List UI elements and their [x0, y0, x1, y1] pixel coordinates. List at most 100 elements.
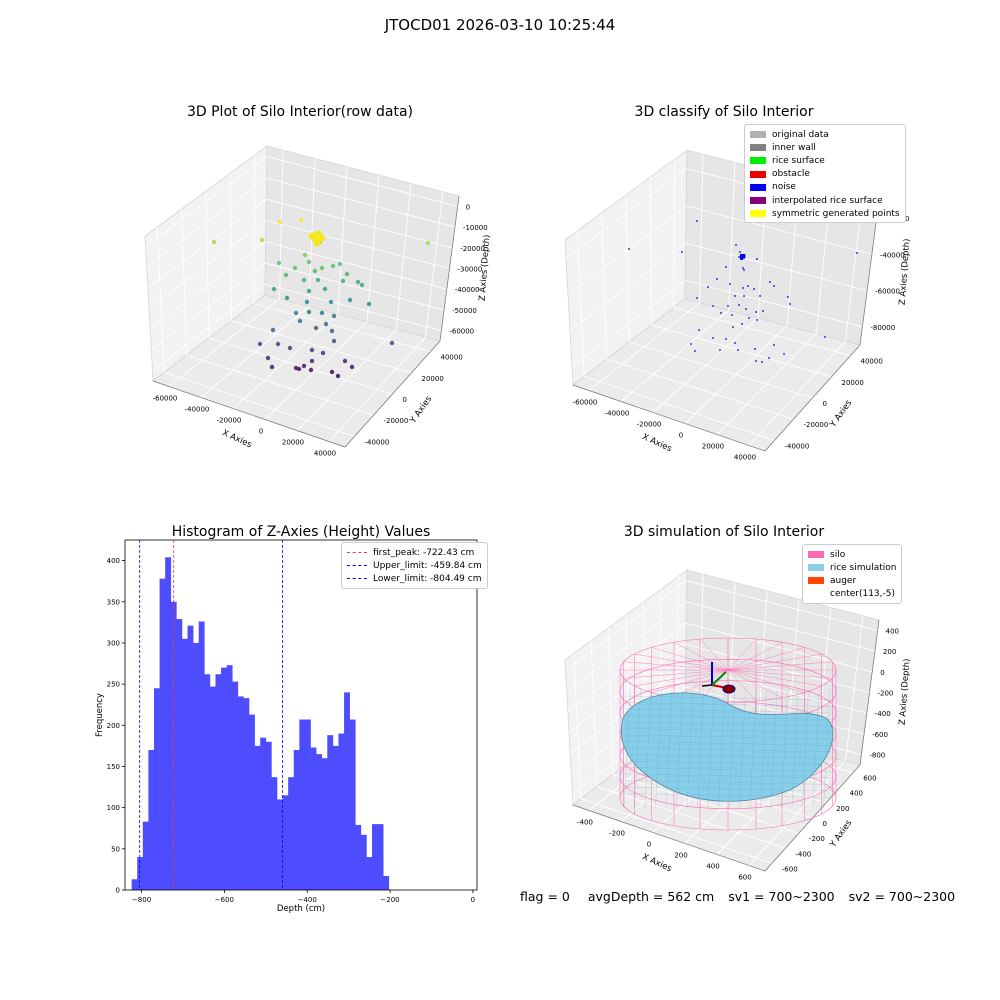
raw-data-point — [329, 369, 335, 375]
histogram-bar — [321, 758, 328, 890]
noise-point — [737, 349, 739, 351]
auger-axis-y — [711, 671, 727, 686]
noise-point — [745, 308, 747, 310]
histogram-bar — [282, 795, 289, 890]
noise-point — [742, 267, 744, 269]
noise-point — [696, 297, 698, 299]
panel4-zgrid — [567, 622, 687, 713]
legend-entry: Lower_limit: -804.49 cm — [347, 572, 482, 585]
histogram-ytick-label: 0 — [116, 887, 120, 895]
histogram-bar — [221, 667, 227, 890]
noise-point — [719, 349, 721, 351]
silo-roof-spoke — [727, 642, 783, 671]
legend-entry: symmetric generated points — [750, 207, 900, 220]
noise-point — [743, 295, 745, 297]
legend-entry: noise — [750, 181, 900, 194]
legend-label: first_peak: -722.43 cm — [373, 547, 475, 558]
legend-entry: silo — [808, 548, 896, 561]
rice-mesh-line — [625, 728, 835, 733]
raw-data-point — [389, 340, 395, 346]
legend-swatch — [808, 551, 824, 559]
panel1-zgrid — [265, 283, 442, 332]
panel4-xtick-label: 0 — [647, 841, 651, 849]
legend-swatch — [750, 197, 766, 205]
panel4-xlabel: X Axies — [641, 852, 674, 875]
panel1-ytick-label: -20000 — [384, 417, 409, 425]
panel2-ygrid — [584, 375, 775, 441]
raw-data-point — [301, 363, 307, 369]
raw-data-point — [355, 279, 361, 285]
noise-point — [753, 288, 755, 290]
legend-entry: interpolated rice surface — [750, 194, 900, 207]
legend-swatch — [750, 144, 766, 152]
raw-data-point — [340, 278, 346, 284]
rice-edge — [619, 690, 637, 754]
panel2-xtick-label: 20000 — [702, 443, 724, 451]
noise-point — [747, 285, 749, 287]
noise-point — [761, 361, 763, 363]
rice-mesh-line — [823, 689, 830, 809]
silo-roof-spoke — [651, 669, 729, 693]
histogram-ytick-label: 200 — [107, 722, 120, 730]
raw-data-point — [425, 240, 431, 246]
rice-mesh-line — [655, 689, 662, 809]
rice-mesh-line — [812, 689, 820, 809]
raw-data-point — [298, 217, 304, 223]
raw-data-point — [275, 341, 281, 347]
noise-point — [734, 295, 736, 297]
panel1-xtick-label: 0 — [259, 428, 263, 436]
panel1-title: 3D Plot of Silo Interior(row data) — [186, 104, 414, 120]
auger-axis-neg — [701, 684, 713, 687]
noise-point — [738, 304, 740, 306]
raw-data-point — [283, 272, 289, 278]
panel4-zgrid — [686, 580, 878, 631]
rice-mesh-line — [802, 689, 809, 809]
histogram-bar — [327, 735, 334, 890]
noise-point — [743, 269, 745, 271]
panel1-xtick-label: -40000 — [185, 406, 210, 414]
noise-point — [698, 329, 700, 331]
legend-label: Lower_limit: -804.49 cm — [373, 573, 482, 584]
histogram-bar — [372, 824, 378, 890]
legend-swatch — [750, 183, 766, 191]
panel4-ztick-label: -800 — [869, 752, 885, 760]
panel1-ztick-label: -30000 — [458, 266, 483, 274]
panel4-ztick-label: -600 — [872, 731, 888, 739]
panel4-ztick-label: 0 — [880, 669, 884, 677]
legend-label: rice surface — [772, 155, 825, 166]
histogram-bar — [310, 747, 317, 890]
noise-point — [756, 258, 758, 260]
histogram-xtick-label: 0 — [471, 896, 475, 904]
panel1-zgrid — [265, 262, 445, 311]
panel1-zgrid — [146, 177, 267, 268]
noise-point — [729, 283, 731, 285]
panel2-ygrid — [673, 158, 676, 308]
noise-point — [712, 337, 714, 339]
histogram-bar — [142, 821, 149, 890]
histogram-bar — [265, 741, 272, 890]
panel2-zgrid — [686, 205, 872, 255]
histogram-bar — [260, 737, 267, 890]
rice-mesh-line — [728, 689, 736, 809]
noise-point — [739, 251, 741, 253]
legend-entry: first_peak: -722.43 cm — [347, 546, 482, 559]
legend-label: interpolated rice surface — [772, 195, 883, 206]
raw-data-point — [309, 347, 315, 353]
panel1-zgrid — [265, 241, 447, 290]
panel2-zaxis-line — [859, 199, 880, 346]
legend-label: obstacle — [772, 169, 810, 180]
histogram-ytick-label: 350 — [107, 598, 120, 606]
raw-data-point — [269, 364, 275, 370]
panel1-xtick-label: 40000 — [314, 450, 336, 458]
raw-data-point — [292, 265, 298, 271]
raw-data-point — [306, 309, 312, 315]
histogram-xtick-label: −400 — [298, 896, 317, 904]
panel1-zgrid — [145, 156, 268, 247]
histogram-bar — [209, 686, 216, 890]
histogram-bar — [293, 750, 300, 890]
histogram-bar — [276, 799, 283, 890]
raw-data-point — [211, 239, 217, 245]
legend-swatch — [808, 564, 824, 572]
panel1-ztick-label: -20000 — [460, 245, 485, 253]
panel4-xtick-label: 600 — [738, 874, 751, 882]
